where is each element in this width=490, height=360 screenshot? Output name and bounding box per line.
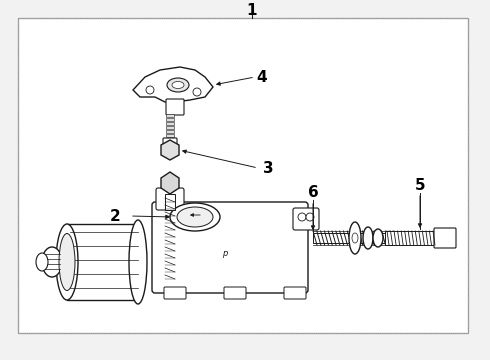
Bar (18, 18, 468, 333)
Bar (67, 224, 139, 300)
Polygon shape (133, 67, 213, 102)
FancyBboxPatch shape (434, 228, 456, 248)
Ellipse shape (363, 227, 373, 249)
Text: 6: 6 (308, 185, 319, 199)
Polygon shape (161, 140, 179, 160)
Ellipse shape (349, 222, 361, 254)
Ellipse shape (352, 233, 358, 243)
Text: p: p (222, 248, 228, 257)
FancyBboxPatch shape (166, 122, 174, 125)
FancyBboxPatch shape (156, 188, 184, 210)
Ellipse shape (170, 203, 220, 231)
Ellipse shape (56, 224, 78, 300)
Text: 3: 3 (263, 161, 273, 176)
Text: 4: 4 (257, 69, 268, 85)
FancyBboxPatch shape (224, 287, 246, 299)
FancyBboxPatch shape (166, 134, 174, 137)
Ellipse shape (59, 234, 75, 291)
Bar (165, 194, 175, 210)
FancyBboxPatch shape (166, 118, 174, 121)
Bar (313, 233, 420, 243)
Polygon shape (161, 172, 179, 194)
Ellipse shape (373, 229, 383, 247)
Text: 1: 1 (247, 3, 257, 18)
Ellipse shape (167, 78, 189, 92)
Circle shape (193, 88, 201, 96)
Ellipse shape (172, 81, 184, 89)
Text: 5: 5 (415, 177, 425, 193)
Ellipse shape (42, 247, 62, 277)
FancyBboxPatch shape (284, 287, 306, 299)
Circle shape (306, 213, 314, 221)
Ellipse shape (36, 253, 48, 271)
FancyBboxPatch shape (166, 126, 174, 129)
FancyBboxPatch shape (293, 208, 319, 230)
Text: 2: 2 (110, 208, 121, 224)
Ellipse shape (129, 220, 147, 304)
FancyBboxPatch shape (166, 99, 184, 115)
FancyBboxPatch shape (166, 130, 174, 133)
Circle shape (146, 86, 154, 94)
FancyBboxPatch shape (163, 138, 177, 150)
Circle shape (298, 213, 306, 221)
FancyBboxPatch shape (166, 114, 174, 117)
FancyBboxPatch shape (164, 287, 186, 299)
Ellipse shape (177, 207, 213, 227)
Bar (18, 18, 468, 333)
FancyBboxPatch shape (152, 202, 308, 293)
Bar (385, 231, 435, 245)
